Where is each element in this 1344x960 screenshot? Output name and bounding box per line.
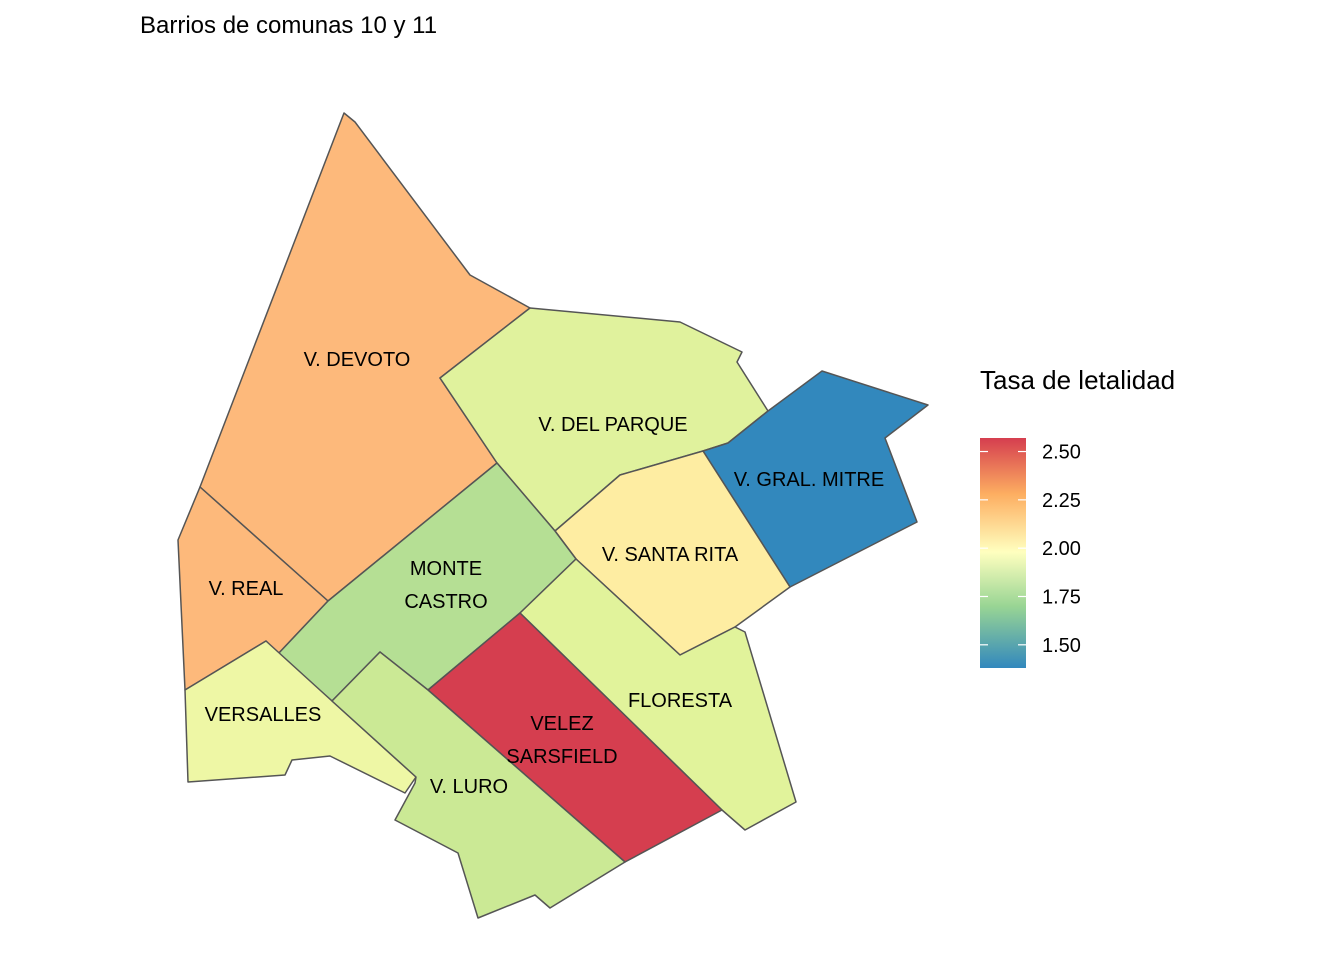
district-label-devoto: V. DEVOTO xyxy=(304,349,411,371)
district-luro[interactable] xyxy=(331,651,626,919)
legend-ticks: 2.50 2.25 2.00 1.75 1.50 xyxy=(980,442,1081,657)
district-label-real: V. REAL xyxy=(209,578,284,600)
legend-tick-label: 2.50 xyxy=(1042,442,1081,464)
district-label-line: SARSFIELD xyxy=(506,746,617,768)
district-labels: V. DEVOTO V. REAL V. DEL PARQUE V. GRAL.… xyxy=(205,349,885,798)
legend: Tasa de letalidad 2.50 2.25 2.00 1.75 1.50 xyxy=(980,365,1175,668)
legend-tick-label: 1.50 xyxy=(1042,635,1081,657)
legend-tick-label: 2.00 xyxy=(1042,538,1081,560)
district-label-santa-rita: V. SANTA RITA xyxy=(602,544,739,566)
district-label-monte-castro: MONTE CASTRO xyxy=(404,558,487,613)
legend-tick-label: 1.75 xyxy=(1042,586,1081,608)
district-label-velez: VELEZ SARSFIELD xyxy=(506,713,617,768)
legend-colorbar xyxy=(980,438,1026,668)
legend-tick-label: 2.25 xyxy=(1042,490,1081,512)
map-title: Barrios de comunas 10 y 11 xyxy=(140,12,438,39)
district-polygons xyxy=(177,112,929,919)
district-label-luro: V. LURO xyxy=(430,776,508,798)
district-label-line: CASTRO xyxy=(404,591,487,613)
district-label-gral-mitre: V. GRAL. MITRE xyxy=(734,469,884,491)
district-label-floresta: FLORESTA xyxy=(628,690,733,712)
district-label-line: MONTE xyxy=(410,558,482,580)
district-label-line: VELEZ xyxy=(530,713,593,735)
district-label-versalles: VERSALLES xyxy=(205,704,322,726)
legend-title: Tasa de letalidad xyxy=(980,365,1175,395)
district-label-del-parque: V. DEL PARQUE xyxy=(538,414,687,436)
